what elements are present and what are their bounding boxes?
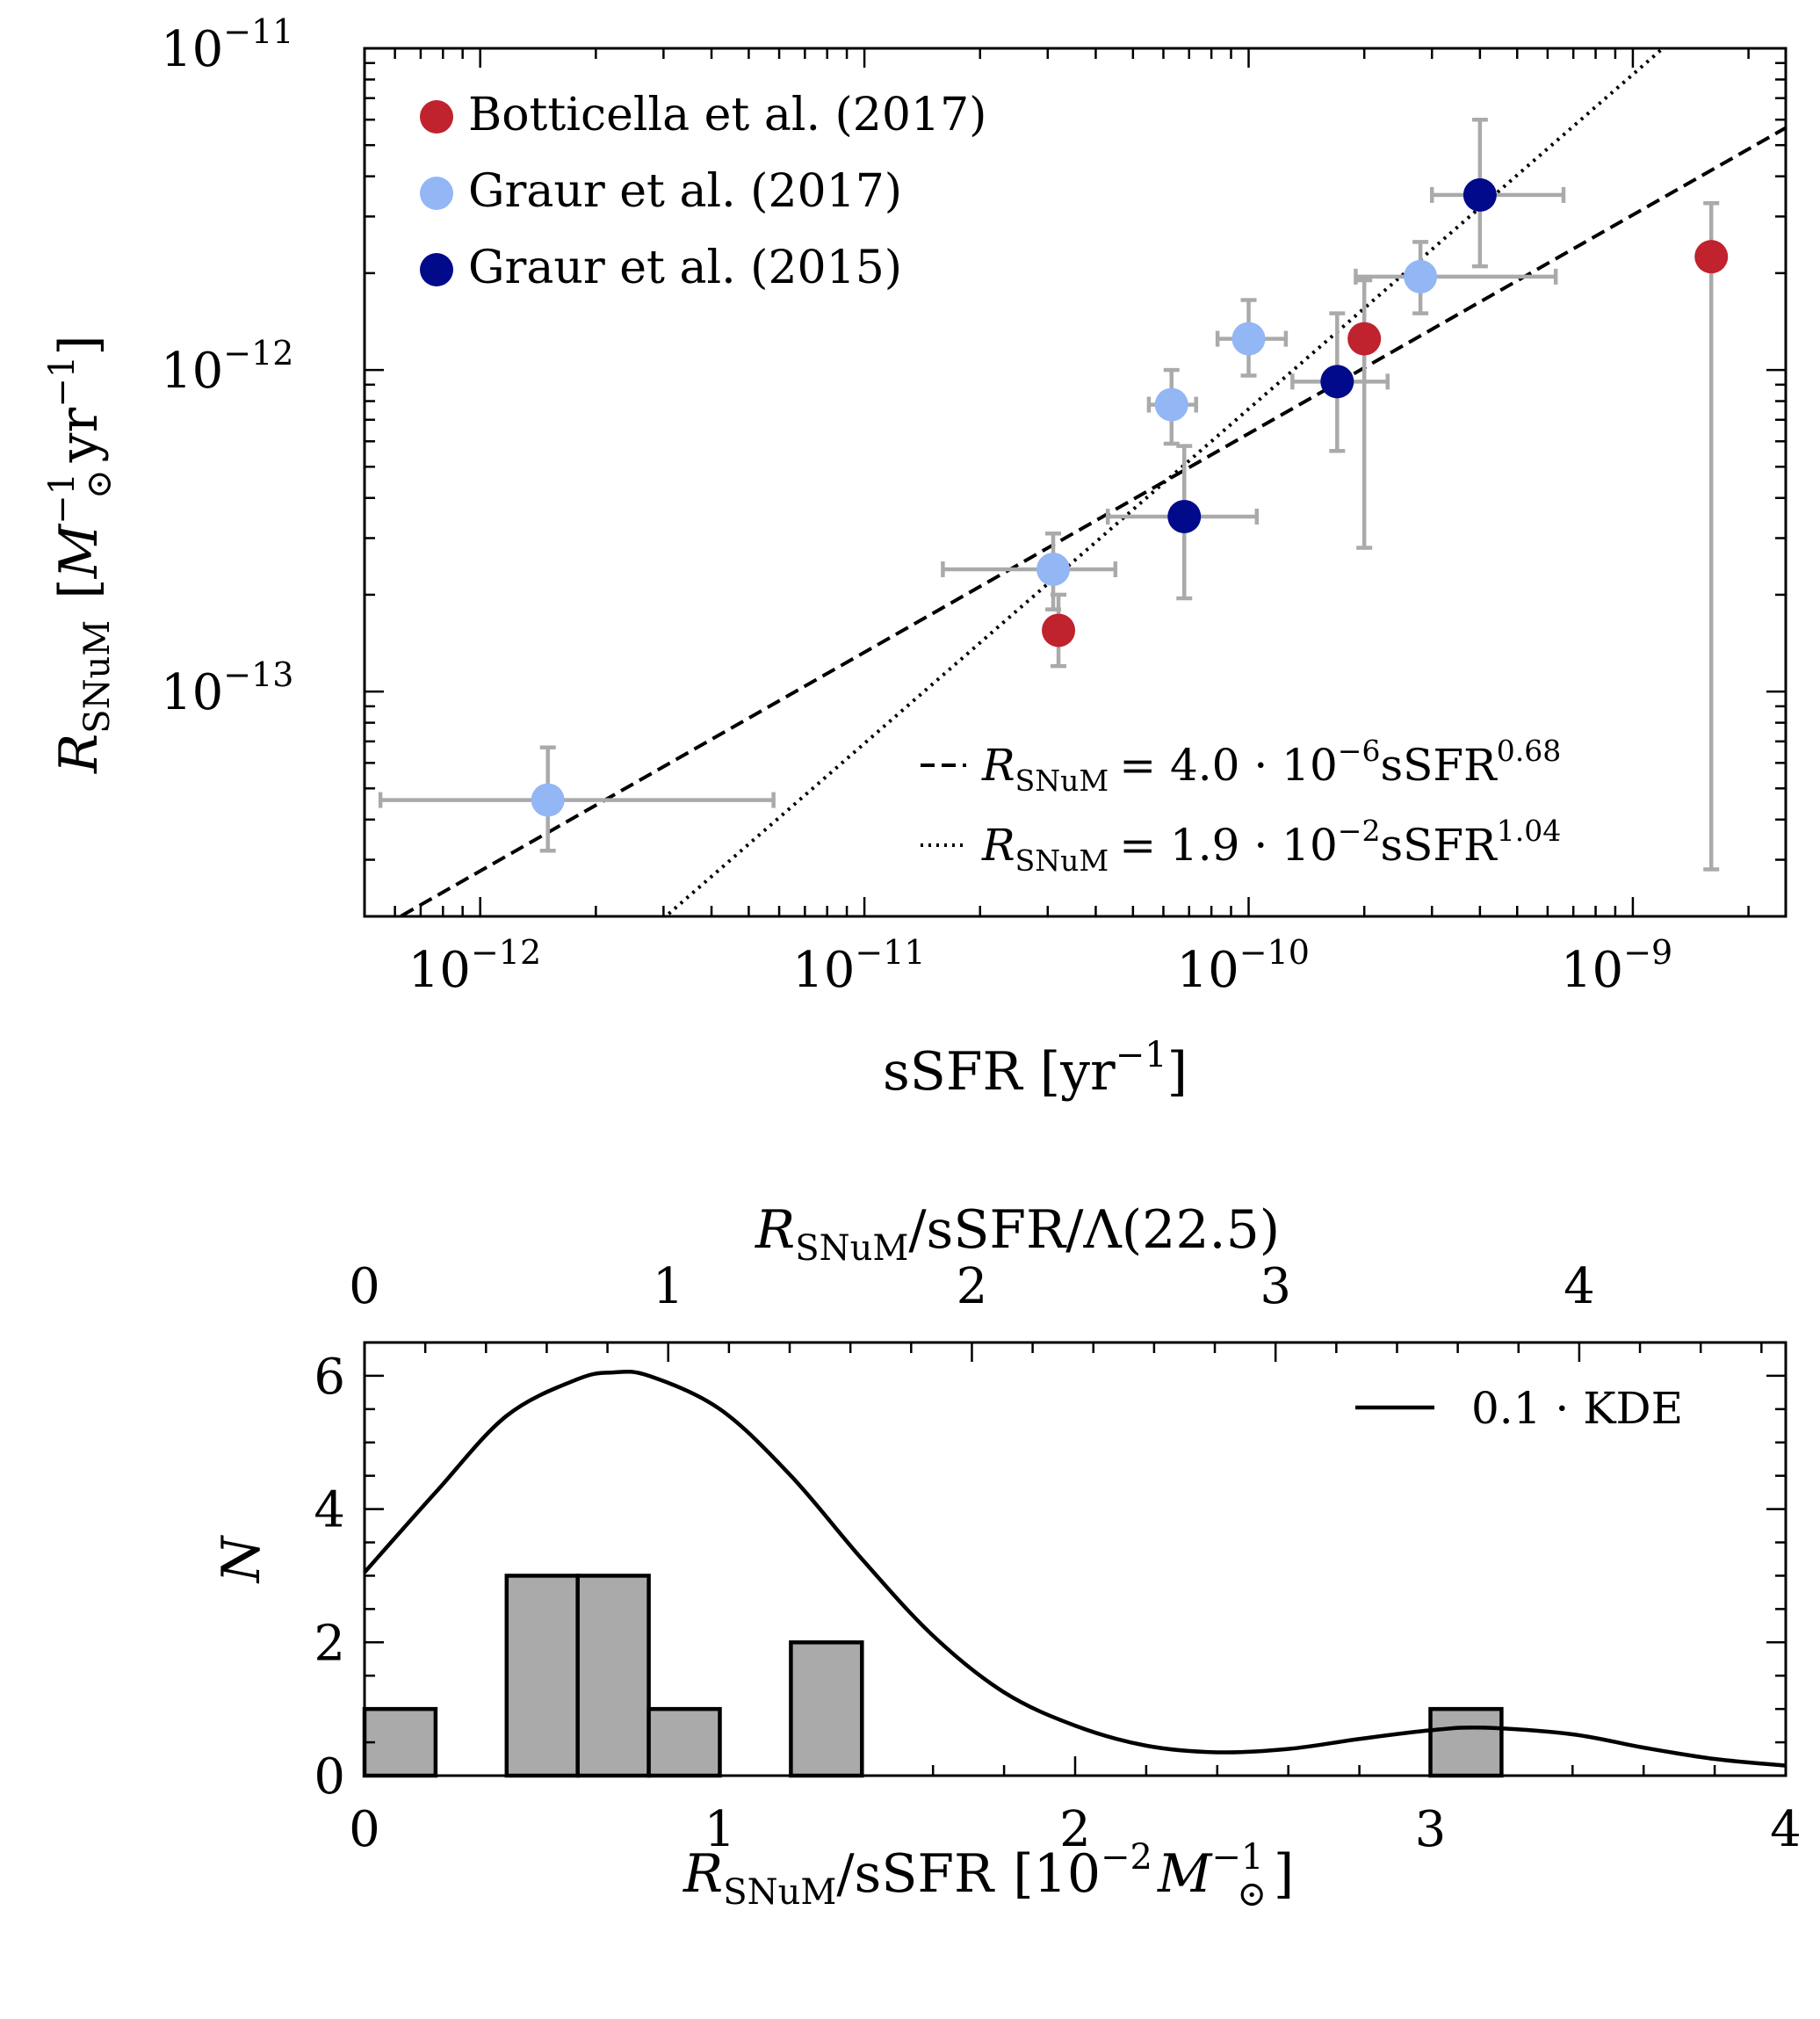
data-point [1231, 322, 1266, 356]
x-tick-label: 10−12 [408, 933, 541, 999]
top-x-tick-label: 2 [957, 1258, 988, 1315]
fit-line-dotted [662, 48, 1666, 916]
data-point [1347, 322, 1382, 356]
y-tick-label: 10−12 [161, 334, 293, 400]
y-tick-label: 4 [314, 1482, 345, 1539]
legend-entry: Graur et al. (2017) [420, 165, 902, 218]
x-tick-label: 10−10 [1177, 933, 1310, 999]
data-point [1320, 365, 1354, 399]
data-point [1042, 613, 1076, 648]
top-x-tick-label: 0 [349, 1258, 380, 1315]
y-tick-label: 0 [314, 1748, 345, 1806]
y-axis-label: RSNuM[M−1⊙yr−1] [42, 335, 119, 774]
legend-label: Graur et al. (2017) [468, 165, 902, 218]
top-x-tick-label: 1 [653, 1258, 684, 1315]
histogram-bar [1428, 1706, 1504, 1778]
x-tick-label: 0 [349, 1801, 380, 1858]
kde-legend: 0.1 · KDE [1355, 1383, 1683, 1434]
x-tick-label: 4 [1770, 1801, 1802, 1858]
data-point [1404, 259, 1438, 293]
data-point [1694, 240, 1729, 274]
histogram-bar [646, 1706, 722, 1778]
kde-legend-label: 0.1 · KDE [1471, 1383, 1683, 1434]
fit-legend-label: RSNuM = 4.0 · 10−6sSFR0.68 [981, 734, 1561, 798]
tick-labels: 10−12 10−11 10−10 10−9 10−13 10−12 10−11 [161, 12, 1672, 999]
legend-entry: Graur et al. (2015) [420, 242, 902, 294]
histogram-bars [362, 1574, 1504, 1778]
x-tick-label: 10−11 [792, 933, 925, 999]
plot-frame [363, 1341, 1788, 1777]
fit-lines [396, 48, 1786, 916]
data-point [1154, 387, 1188, 422]
histogram-bar [789, 1640, 864, 1778]
legend-marker [420, 100, 453, 134]
x-tick-label: 10−9 [1561, 933, 1672, 999]
x-tick-label: 1 [704, 1801, 736, 1858]
axis-ticks [363, 1341, 1788, 1777]
y-tick-label: 10−13 [161, 655, 293, 721]
histogram-bar [362, 1706, 438, 1778]
fit-legend: RSNuM = 4.0 · 10−6sSFR0.68 RSNuM = 1.9 · 1… [921, 734, 1561, 878]
legend: Botticella et al. (2017) Graur et al. (2… [420, 89, 986, 294]
scatter-panel: 10−12 10−11 10−10 10−9 10−13 10−12 10−11 Botti… [42, 12, 1788, 1103]
x-axis-label: sSFR [yr−1] [883, 1035, 1188, 1103]
fit-line-dashed [396, 126, 1786, 916]
legend-label: Botticella et al. (2017) [468, 89, 986, 141]
legend-entry: Botticella et al. (2017) [420, 89, 986, 141]
histogram-bar [575, 1574, 651, 1778]
top-x-tick-label: 4 [1564, 1258, 1595, 1315]
top-axis-label: RSNuM/sSFR/Λ(22.5) [755, 1199, 1280, 1269]
data-point [531, 783, 565, 817]
data-point [1167, 499, 1202, 533]
data-point [1036, 552, 1071, 586]
kde-curve [363, 1369, 1787, 1768]
y-tick-label: 6 [314, 1349, 345, 1406]
x-tick-label: 2 [1059, 1801, 1091, 1858]
histogram-bar [504, 1574, 580, 1778]
y-axis-label: N [211, 1534, 272, 1584]
y-tick-label: 2 [314, 1615, 345, 1672]
y-tick-label: 10−11 [161, 12, 293, 78]
fit-legend-label: RSNuM = 1.9 · 10−2sSFR1.04 [981, 814, 1561, 878]
top-x-tick-label: 3 [1260, 1258, 1291, 1315]
legend-marker [420, 177, 453, 210]
data-point [1462, 177, 1497, 212]
legend-marker [420, 253, 453, 286]
x-tick-label: 3 [1415, 1801, 1447, 1858]
legend-label: Graur et al. (2015) [468, 242, 902, 294]
x-axis-label: RSNuM/sSFR [10−2 M−1 ⊙] [682, 1837, 1294, 1914]
data-points [531, 177, 1729, 817]
plot-frame [363, 47, 1788, 918]
